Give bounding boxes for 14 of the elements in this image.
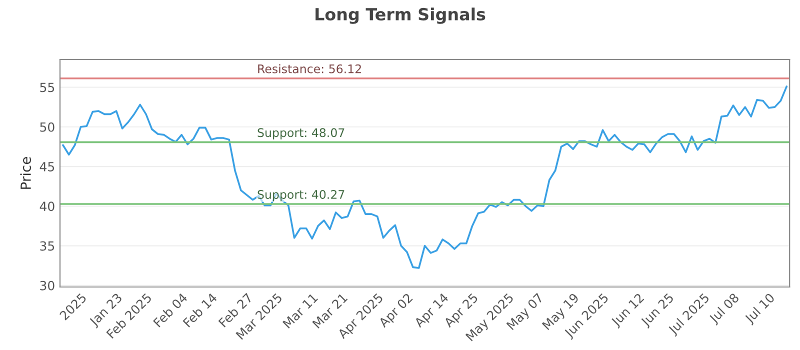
x-tick-label: Jul 10 (744, 292, 777, 326)
ref-line-label: Resistance: 56.12 (258, 64, 361, 74)
line-series (62, 86, 788, 269)
y-tick-label: 30 (40, 280, 54, 290)
y-axis-title: Price (20, 157, 31, 189)
ref-line-label: Support: 48.07 (258, 128, 344, 140)
y-tick-label: 45 (40, 162, 54, 172)
y-tick-label: 50 (40, 122, 54, 132)
chart-title: Long Term Signals (316, 8, 486, 24)
y-tick-label: 40 (40, 202, 54, 212)
x-tick-label: Jul 08 (708, 292, 742, 326)
ref-line-label: Support: 40.27 (258, 190, 344, 202)
y-tick-label: 35 (40, 241, 54, 251)
y-tick-label: 55 (40, 82, 54, 92)
